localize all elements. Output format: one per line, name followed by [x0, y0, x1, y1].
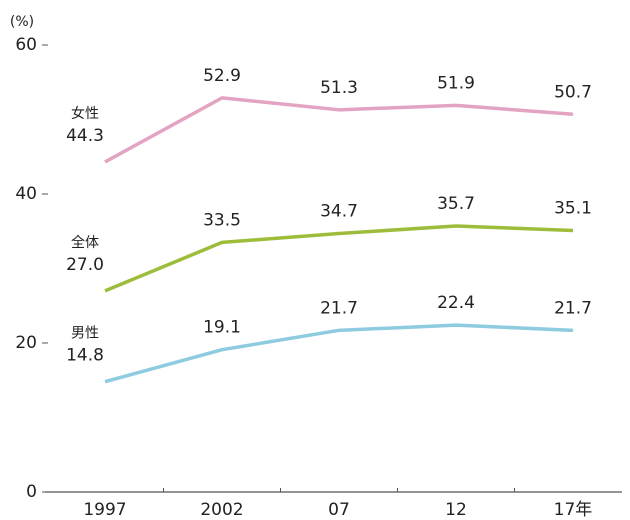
y-unit-label: (%) — [10, 14, 34, 30]
y-tick-label: 60 — [15, 35, 37, 55]
series-line — [104, 323, 574, 384]
data-label: 34.7 — [320, 201, 358, 221]
x-tick-label: 2002 — [200, 500, 243, 520]
series-line — [104, 96, 574, 164]
data-label: 51.9 — [437, 73, 475, 93]
data-label: 22.4 — [437, 293, 475, 313]
data-label: 35.1 — [554, 199, 592, 219]
y-tick-label: 20 — [15, 333, 37, 353]
series-name: 全体 — [71, 234, 99, 251]
data-label: 50.7 — [554, 82, 592, 102]
data-label: 21.7 — [320, 298, 358, 318]
y-tick-label: 0 — [26, 482, 37, 502]
y-tick-label: 40 — [15, 184, 37, 204]
x-tick-label: 07 — [328, 500, 350, 520]
data-label: 33.5 — [203, 210, 241, 230]
data-label: 14.8 — [66, 346, 104, 366]
data-label: 19.1 — [203, 318, 241, 338]
series-line — [104, 224, 574, 293]
data-label: 35.7 — [437, 194, 475, 214]
x-tick-label: 12 — [445, 500, 467, 520]
data-label: 21.7 — [554, 298, 592, 318]
data-label: 27.0 — [66, 255, 104, 275]
x-tick-label: 17年 — [554, 500, 593, 520]
data-label: 44.3 — [66, 126, 104, 146]
data-label: 52.9 — [203, 66, 241, 86]
series-name: 女性 — [71, 105, 99, 122]
x-tick-label: 1997 — [83, 500, 126, 520]
series-name: 男性 — [71, 326, 99, 342]
data-label: 51.3 — [320, 78, 358, 98]
